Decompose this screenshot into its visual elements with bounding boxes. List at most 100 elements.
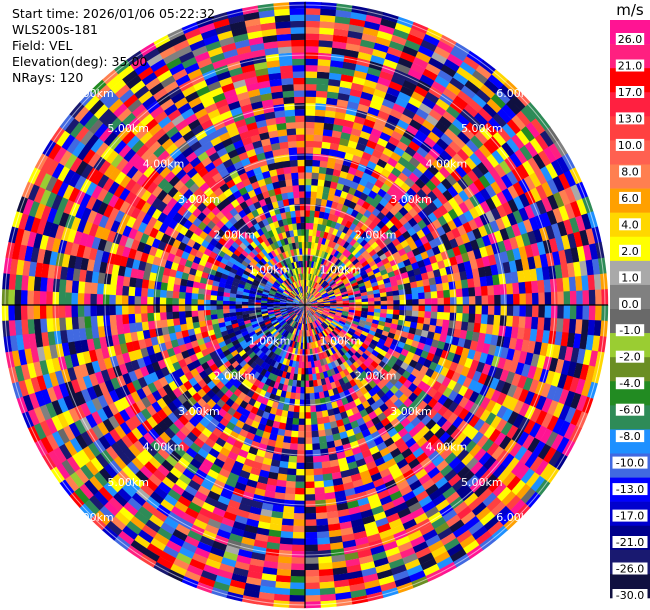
velocity-gate xyxy=(408,96,423,109)
velocity-gate xyxy=(437,383,448,395)
velocity-gate xyxy=(333,579,350,588)
velocity-gate xyxy=(277,369,284,378)
velocity-gate xyxy=(306,279,308,287)
velocity-gate xyxy=(355,302,362,306)
velocity-gate xyxy=(278,327,284,334)
velocity-gate xyxy=(525,122,541,139)
velocity-gate xyxy=(414,178,426,190)
velocity-gate xyxy=(564,248,574,265)
velocity-gate xyxy=(324,238,331,247)
velocity-gate xyxy=(154,351,164,362)
velocity-gate xyxy=(401,151,414,163)
velocity-gate xyxy=(273,368,281,376)
velocity-gate xyxy=(511,373,522,388)
velocity-gate xyxy=(520,468,535,485)
velocity-gate xyxy=(304,374,309,381)
velocity-gate xyxy=(349,338,357,345)
velocity-gate xyxy=(314,366,320,374)
velocity-gate xyxy=(465,474,480,489)
velocity-gate xyxy=(507,198,519,214)
velocity-gate xyxy=(298,316,302,324)
velocity-gate xyxy=(418,298,426,306)
velocity-gate xyxy=(305,317,307,325)
velocity-gate xyxy=(426,352,435,362)
velocity-gate xyxy=(320,250,326,258)
velocity-gate xyxy=(479,246,489,259)
velocity-gate xyxy=(379,447,391,458)
velocity-gate xyxy=(169,245,179,256)
velocity-gate xyxy=(166,282,175,292)
velocity-gate xyxy=(404,422,415,433)
velocity-gate xyxy=(337,144,348,153)
velocity-gate xyxy=(178,298,186,305)
velocity-gate xyxy=(200,348,210,357)
velocity-gate xyxy=(306,292,308,299)
velocity-gate xyxy=(425,63,442,76)
velocity-gate xyxy=(400,448,413,459)
velocity-gate xyxy=(192,255,202,265)
velocity-gate xyxy=(437,405,449,417)
velocity-gate xyxy=(327,334,333,341)
velocity-gate xyxy=(328,226,335,235)
velocity-gate xyxy=(243,345,251,353)
velocity-gate xyxy=(273,299,281,303)
velocity-gate xyxy=(468,182,481,196)
velocity-gate xyxy=(351,267,359,275)
velocity-gate xyxy=(336,357,343,366)
velocity-gate xyxy=(473,448,487,462)
velocity-gate xyxy=(474,112,489,127)
velocity-gate xyxy=(541,266,551,281)
velocity-gate xyxy=(410,281,418,289)
velocity-gate xyxy=(176,393,188,405)
velocity-gate xyxy=(244,322,252,328)
velocity-gate xyxy=(27,318,35,335)
velocity-gate xyxy=(556,318,564,333)
velocity-gate xyxy=(317,303,325,305)
velocity-gate xyxy=(311,430,319,438)
velocity-gate xyxy=(359,288,367,294)
velocity-gate xyxy=(68,407,80,423)
velocity-gate xyxy=(378,360,387,369)
velocity-gate xyxy=(125,430,139,445)
velocity-gate xyxy=(311,267,315,275)
velocity-gate xyxy=(355,243,364,252)
velocity-gate xyxy=(492,112,508,129)
velocity-gate xyxy=(178,311,186,319)
velocity-gate xyxy=(370,430,381,441)
velocity-gate xyxy=(293,308,300,312)
velocity-gate xyxy=(299,301,305,305)
velocity-gate xyxy=(314,487,325,495)
velocity-gate xyxy=(326,317,333,323)
velocity-gate xyxy=(316,340,321,348)
velocity-gate xyxy=(373,88,388,99)
velocity-gate xyxy=(356,339,364,347)
velocity-gate xyxy=(452,153,465,166)
velocity-gate xyxy=(475,506,491,522)
velocity-gate xyxy=(443,305,451,313)
velocity-gate xyxy=(226,364,235,373)
velocity-gate xyxy=(446,105,461,119)
velocity-gate xyxy=(314,341,319,348)
velocity-gate xyxy=(298,336,302,343)
velocity-gate xyxy=(226,260,234,268)
velocity-gate xyxy=(368,342,377,350)
velocity-gate xyxy=(435,154,449,167)
velocity-gate xyxy=(378,320,386,327)
velocity-gate xyxy=(278,543,293,551)
velocity-gate xyxy=(508,337,518,351)
velocity-gate xyxy=(431,262,440,271)
velocity-gate xyxy=(192,321,200,329)
velocity-gate xyxy=(349,88,363,98)
velocity-gate xyxy=(576,245,586,263)
velocity-gate xyxy=(435,459,449,473)
velocity-gate xyxy=(305,305,308,312)
velocity-gate xyxy=(145,444,158,457)
velocity-gate xyxy=(311,235,317,243)
velocity-gate xyxy=(483,140,497,155)
velocity-gate xyxy=(517,270,525,284)
velocity-gate xyxy=(386,552,403,564)
velocity-gate xyxy=(249,376,257,385)
velocity-gate xyxy=(328,78,342,87)
velocity-gate xyxy=(199,417,210,428)
velocity-gate xyxy=(340,74,355,83)
